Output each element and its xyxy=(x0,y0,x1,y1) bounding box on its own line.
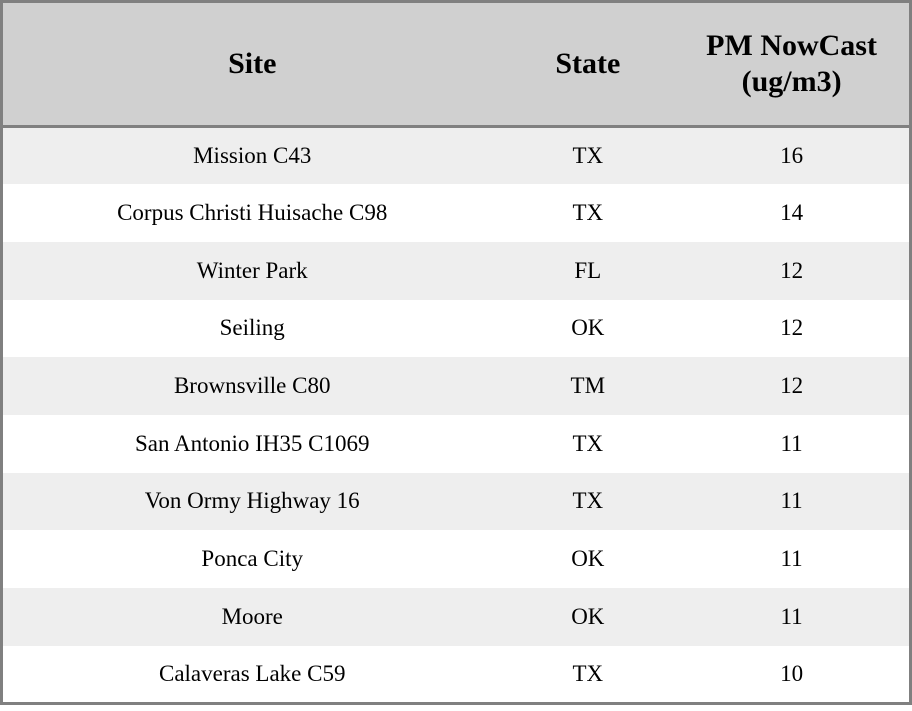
site-cell: Von Ormy Highway 16 xyxy=(144,488,360,514)
table-row: Moore OK 11 xyxy=(1,588,911,646)
table-row: San Antonio IH35 C1069 TX 11 xyxy=(1,414,911,473)
site-cell: Brownsville C80 xyxy=(173,373,331,399)
table-row: Von Ormy Highway 16 TX 11 xyxy=(1,472,911,531)
table-row: Winter Park FL 12 xyxy=(1,241,911,300)
header-row: Site State PM NowCast (ug/m3) xyxy=(1,1,911,128)
table-row: Calaveras Lake C59 TX 10 xyxy=(1,645,911,704)
table-row: Seiling OK 12 xyxy=(1,299,911,358)
pm-nowcast-cell: 14 xyxy=(780,200,804,226)
site-cell: Calaveras Lake C59 xyxy=(158,660,346,686)
state-cell: OK xyxy=(571,546,605,572)
site-cell: Seiling xyxy=(219,315,285,341)
pm-nowcast-cell: 12 xyxy=(780,373,804,399)
state-cell: OK xyxy=(571,603,605,629)
state-cell: TX xyxy=(572,488,604,514)
table-row: Brownsville C80 TM 12 xyxy=(1,357,911,415)
state-cell: TX xyxy=(572,430,604,456)
table-header: Site State PM NowCast (ug/m3) xyxy=(1,1,911,128)
site-cell: Corpus Christi Huisache C98 xyxy=(117,200,388,226)
state-cell: FL xyxy=(574,257,602,283)
pm-nowcast-cell: 10 xyxy=(780,660,804,686)
site-cell: Winter Park xyxy=(196,257,308,283)
site-cell: Mission C43 xyxy=(193,143,312,169)
pm-nowcast-cell: 16 xyxy=(780,143,804,169)
table-row: Corpus Christi Huisache C98 TX 14 xyxy=(1,184,911,242)
state-cell: TX xyxy=(572,660,604,686)
state-cell: TX xyxy=(572,200,604,226)
pm-nowcast-cell: 12 xyxy=(780,315,804,341)
table-row: Mission C43 TX 16 xyxy=(1,126,911,185)
site-cell: Moore xyxy=(221,603,283,629)
table-row: Ponca City OK 11 xyxy=(1,530,911,588)
pm-nowcast-cell: 11 xyxy=(780,430,803,456)
pm-nowcast-cell: 12 xyxy=(780,257,804,283)
state-cell: TM xyxy=(570,373,606,399)
state-cell: OK xyxy=(571,315,605,341)
site-cell: Ponca City xyxy=(201,546,304,572)
pm-nowcast-cell: 11 xyxy=(780,603,803,629)
pm-nowcast-cell: 11 xyxy=(780,546,803,572)
column-header-pm-nowcast: PM NowCast (ug/m3) xyxy=(674,1,911,128)
column-header-pm-nowcast-label: PM NowCast (ug/m3) xyxy=(706,29,877,98)
column-header-site-label: Site xyxy=(228,47,277,80)
state-cell: TX xyxy=(572,143,604,169)
column-header-state: State xyxy=(501,1,675,128)
column-header-state-label: State xyxy=(555,47,621,80)
table-body: Mission C43 TX 16 Corpus Christi Huisach… xyxy=(1,126,911,704)
column-header-site: Site xyxy=(1,1,502,128)
site-cell: San Antonio IH35 C1069 xyxy=(134,430,370,456)
pm-nowcast-cell: 11 xyxy=(780,488,803,514)
